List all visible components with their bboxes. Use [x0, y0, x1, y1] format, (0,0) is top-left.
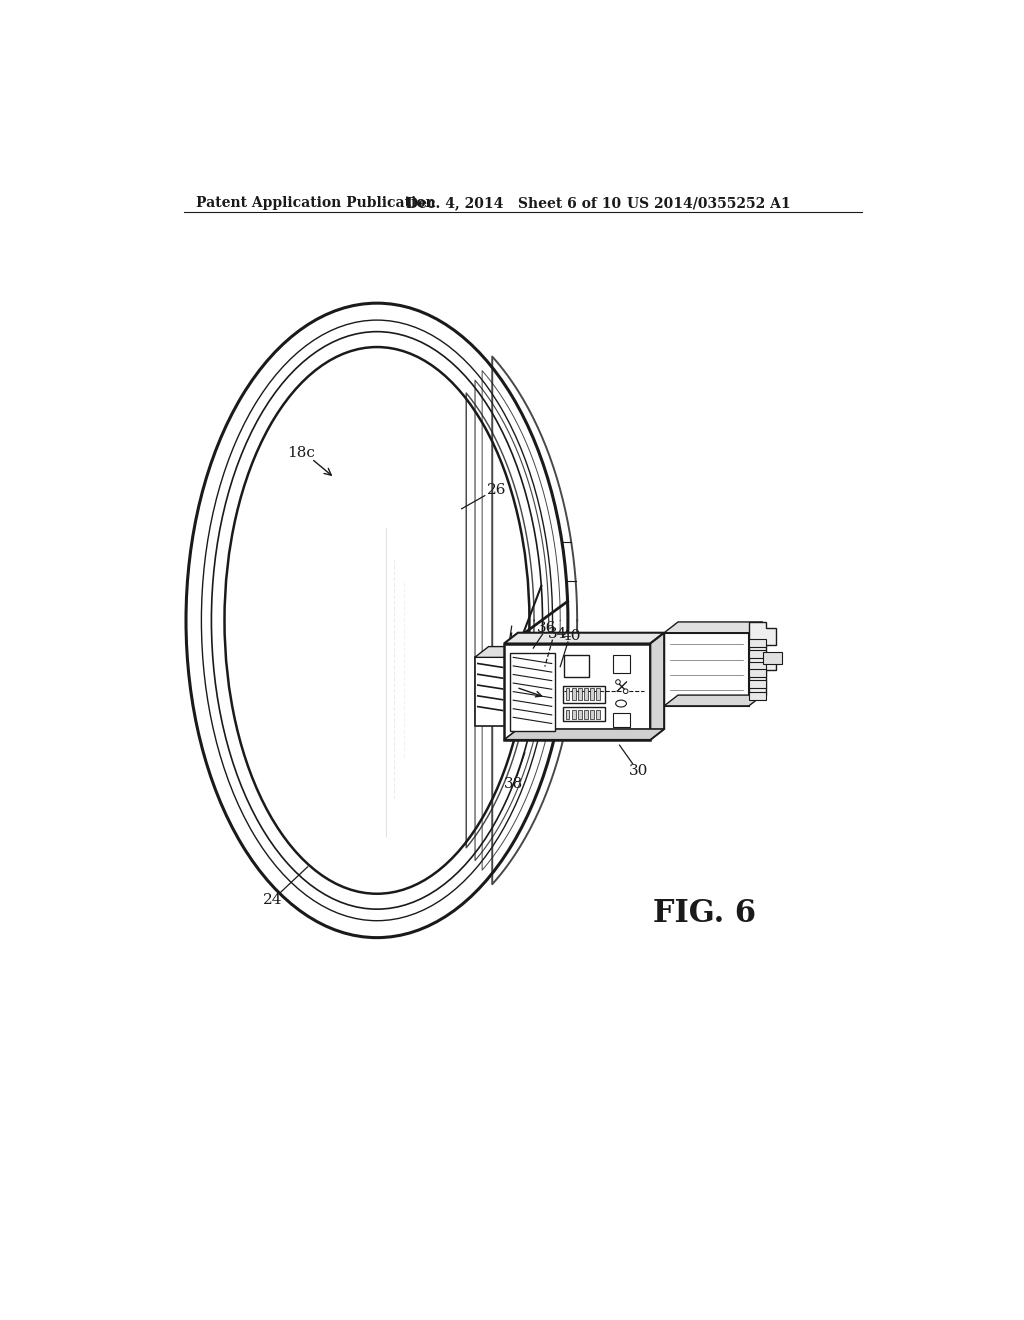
Text: 34: 34 [548, 627, 567, 642]
Polygon shape [504, 632, 665, 644]
Text: 36: 36 [537, 622, 556, 635]
Polygon shape [564, 655, 589, 677]
Text: 38: 38 [504, 776, 523, 791]
Polygon shape [571, 688, 575, 701]
Polygon shape [650, 632, 665, 739]
Polygon shape [565, 688, 569, 701]
Polygon shape [565, 710, 569, 719]
Polygon shape [578, 710, 582, 719]
Polygon shape [475, 657, 506, 726]
Polygon shape [475, 647, 519, 657]
Polygon shape [749, 639, 766, 647]
Text: Dec. 4, 2014   Sheet 6 of 10: Dec. 4, 2014 Sheet 6 of 10 [407, 197, 622, 210]
Circle shape [624, 689, 628, 693]
Text: 40: 40 [561, 628, 581, 643]
Polygon shape [590, 710, 594, 719]
Text: FIG. 6: FIG. 6 [652, 898, 756, 928]
Polygon shape [749, 669, 766, 677]
Polygon shape [749, 681, 766, 688]
Text: 18c: 18c [288, 446, 315, 459]
Polygon shape [584, 688, 588, 701]
Ellipse shape [224, 347, 529, 894]
Ellipse shape [615, 700, 627, 708]
Circle shape [615, 680, 621, 684]
Ellipse shape [211, 331, 543, 909]
Text: Patent Application Publication: Patent Application Publication [196, 197, 435, 210]
Polygon shape [562, 708, 605, 721]
Polygon shape [613, 655, 631, 673]
Text: 26: 26 [486, 483, 506, 496]
Polygon shape [596, 688, 600, 701]
Polygon shape [571, 710, 575, 719]
Polygon shape [510, 653, 555, 730]
Ellipse shape [243, 367, 512, 875]
Polygon shape [504, 644, 650, 739]
Ellipse shape [186, 304, 568, 937]
Polygon shape [590, 688, 594, 701]
Text: 24: 24 [263, 892, 283, 907]
Polygon shape [749, 663, 766, 669]
Polygon shape [749, 651, 766, 659]
Text: 30: 30 [629, 764, 648, 779]
Polygon shape [749, 692, 766, 700]
Polygon shape [763, 652, 782, 664]
Polygon shape [665, 622, 763, 632]
Polygon shape [749, 622, 776, 696]
Polygon shape [578, 688, 582, 701]
Polygon shape [584, 710, 588, 719]
Polygon shape [562, 686, 605, 702]
Polygon shape [613, 713, 631, 726]
Text: US 2014/0355252 A1: US 2014/0355252 A1 [628, 197, 791, 210]
Ellipse shape [202, 321, 553, 921]
Polygon shape [665, 696, 763, 706]
Polygon shape [504, 729, 665, 739]
Polygon shape [596, 710, 600, 719]
Polygon shape [665, 632, 749, 706]
